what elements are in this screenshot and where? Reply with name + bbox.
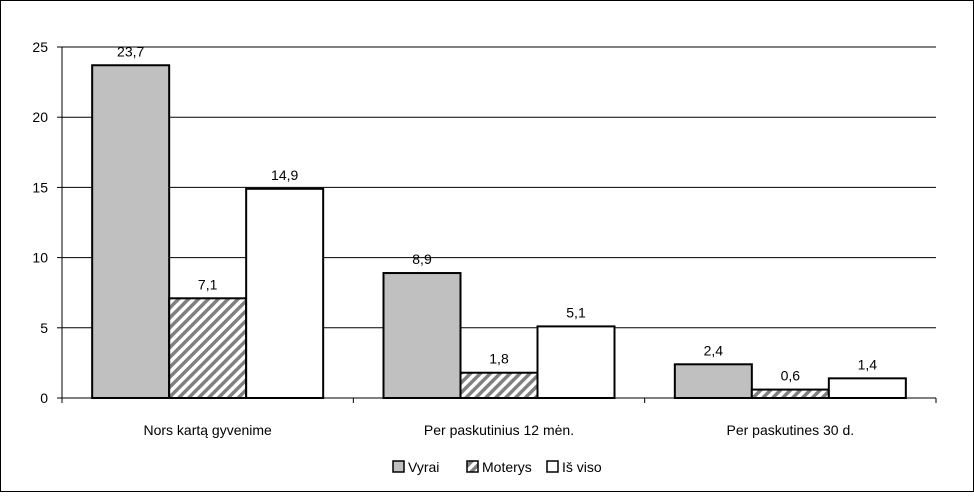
data-label: 1,8 <box>489 351 509 367</box>
bar-vyrai <box>673 363 753 399</box>
bar-vyrai <box>91 64 171 399</box>
axes: 0 5 10 15 20 25 Nors kartą gyvenime Per paskuti… <box>32 39 937 438</box>
data-label: 1,4 <box>858 356 878 372</box>
y-tick-label: 10 <box>32 250 48 266</box>
y-tick-label: 15 <box>32 179 48 195</box>
legend-label: Iš viso <box>562 459 602 475</box>
bar-iš-viso <box>245 187 325 399</box>
data-labels: 23,7 7,1 14,9 8,9 1,8 5,1 2,4 0,6 1,4 <box>117 43 877 383</box>
x-tick-label: Nors kartą gyvenime <box>143 422 272 438</box>
bar-vyrai <box>382 272 462 400</box>
data-label: 5,1 <box>566 304 586 320</box>
data-label: 2,4 <box>704 342 724 358</box>
x-tick-label: Per paskutinius 12 mėn. <box>424 422 574 438</box>
legend-swatch <box>546 460 559 473</box>
legend-swatch <box>392 460 405 473</box>
y-tick-label: 5 <box>40 320 48 336</box>
legend-label: Moterys <box>482 459 532 475</box>
bar-iš-viso <box>827 377 907 399</box>
data-label: 23,7 <box>117 43 144 59</box>
y-tick-label: 0 <box>40 390 48 406</box>
bar-moterys <box>750 388 830 399</box>
bars <box>91 64 907 400</box>
legend-swatch <box>466 460 479 473</box>
y-tick-label: 20 <box>32 109 48 125</box>
legend: Vyrai Moterys Iš viso <box>392 459 602 475</box>
x-tick-label: Per paskutines 30 d. <box>727 422 855 438</box>
bar-iš-viso <box>536 325 616 399</box>
bar-moterys <box>459 371 539 399</box>
data-label: 8,9 <box>412 251 432 267</box>
legend-label: Vyrai <box>408 459 439 475</box>
data-label: 14,9 <box>271 167 298 183</box>
data-label: 0,6 <box>781 368 801 384</box>
bar-moterys <box>168 297 248 400</box>
data-label: 7,1 <box>198 276 218 292</box>
y-tick-label: 25 <box>32 39 48 55</box>
